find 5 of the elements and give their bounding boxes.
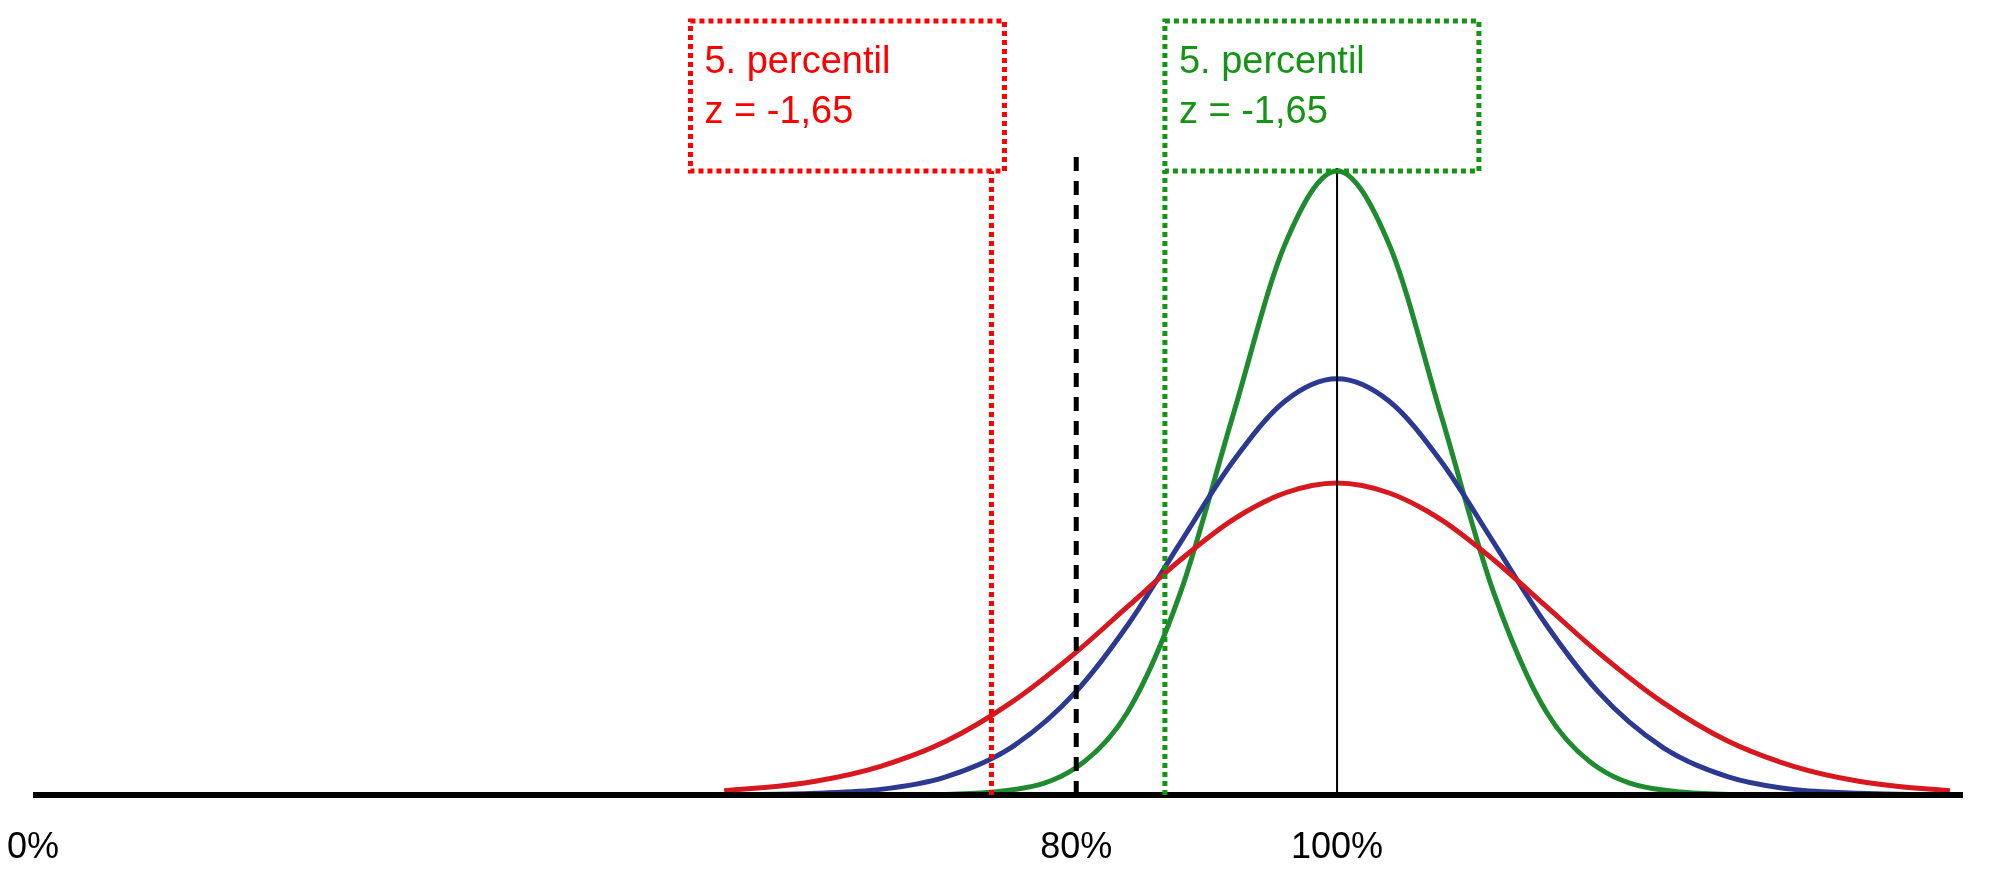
x-tick-label: 80%	[1040, 825, 1113, 866]
text: 5. percentil z = -1,65	[1178, 39, 1365, 131]
text: 5. percentil z = -1,65	[704, 39, 891, 131]
x-tick-label: 100%	[1291, 825, 1384, 866]
x-tick-label: 0%	[6, 825, 60, 866]
